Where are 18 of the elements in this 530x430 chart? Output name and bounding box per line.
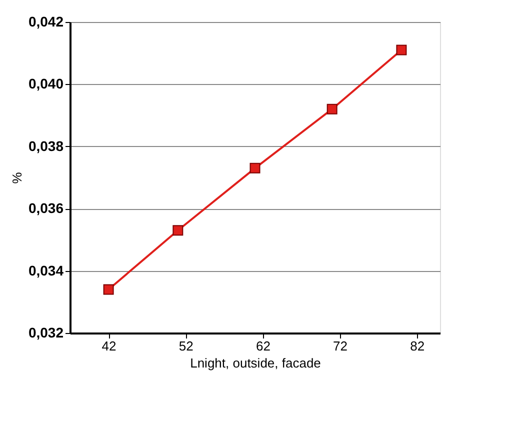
point [103, 284, 114, 295]
x-tick-label: 82 [410, 338, 425, 354]
y-tick-label: 0,032 [28, 324, 64, 340]
x-tick-label: 62 [256, 338, 270, 354]
point [172, 225, 184, 236]
point [250, 162, 260, 174]
x-tick-label: 42 [102, 338, 116, 354]
point [326, 104, 338, 114]
y-axis-title: % [9, 172, 24, 184]
y-tick-label: 0,038 [28, 138, 64, 154]
y-tick-label: 0,036 [28, 200, 64, 216]
x-tick-label: 72 [333, 338, 348, 354]
x-axis-title: Lnight, outside, facade [190, 356, 321, 370]
point [396, 44, 407, 56]
x-tick-label: 52 [178, 338, 194, 354]
y-tick-label: 0,034 [28, 262, 64, 278]
y-tick-label: 0,042 [28, 14, 64, 30]
y-tick-label: 0,040 [28, 76, 64, 92]
